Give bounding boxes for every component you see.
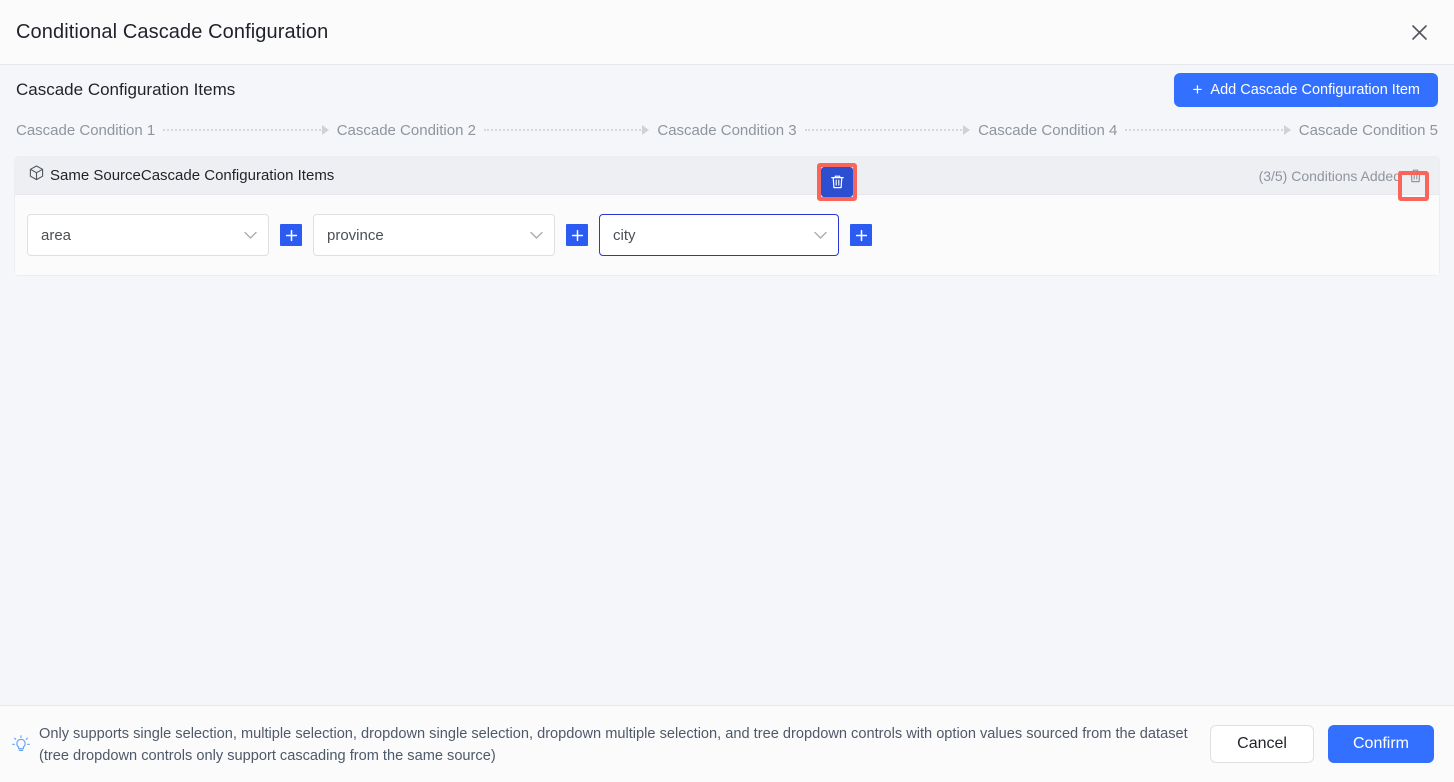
close-icon[interactable] xyxy=(1402,15,1436,49)
step-separator-4 xyxy=(1125,125,1291,135)
step-label-1[interactable]: Cascade Condition 1 xyxy=(16,121,156,139)
add-condition-button-1[interactable] xyxy=(280,224,302,246)
plus-icon xyxy=(855,229,867,241)
card-header-title: Same SourceCascade Configuration Items xyxy=(50,167,335,184)
step-label-2[interactable]: Cascade Condition 2 xyxy=(336,121,476,139)
card-header-right: (3/5) Conditions Added xyxy=(1258,164,1429,201)
plus-icon xyxy=(285,229,297,241)
trash-icon xyxy=(830,175,844,189)
step-dotted-line xyxy=(804,129,963,131)
section-header: Cascade Configuration Items + Add Cascad… xyxy=(14,65,1440,115)
step-separator-1 xyxy=(163,125,329,135)
footer-hint: Only supports single selection, multiple… xyxy=(12,721,1194,767)
add-cascade-configuration-item-button[interactable]: + Add Cascade Configuration Item xyxy=(1174,73,1438,107)
dialog-body: Cascade Configuration Items + Add Cascad… xyxy=(0,65,1454,705)
add-condition-button-2[interactable] xyxy=(566,224,588,246)
step-label-5[interactable]: Cascade Condition 5 xyxy=(1298,121,1439,139)
cascade-configuration-card: Same SourceCascade Configuration Items (… xyxy=(14,156,1440,276)
step-dotted-line xyxy=(1125,129,1283,131)
add-condition-button-3[interactable] xyxy=(850,224,872,246)
footer-buttons: Cancel Confirm xyxy=(1210,725,1434,763)
dialog-footer: Only supports single selection, multiple… xyxy=(0,705,1454,782)
plus-icon: + xyxy=(1192,79,1203,99)
card-body: area province xyxy=(15,163,1439,275)
select-province[interactable]: province xyxy=(313,214,555,256)
step-separator-3 xyxy=(804,125,971,135)
step-dotted-line xyxy=(483,129,642,131)
chevron-down-icon xyxy=(530,227,543,244)
lightbulb-icon xyxy=(12,735,30,760)
plus-icon xyxy=(571,229,583,241)
step-separator-2 xyxy=(483,125,650,135)
chevron-down-icon xyxy=(244,227,257,244)
step-arrow-icon xyxy=(642,125,650,135)
select-area-value: area xyxy=(41,226,72,244)
select-city[interactable]: city xyxy=(599,214,839,256)
select-area[interactable]: area xyxy=(27,214,269,256)
cube-icon xyxy=(29,165,44,186)
floating-delete-wrapper xyxy=(817,163,857,201)
chevron-down-icon xyxy=(814,227,827,244)
card-header-left: Same SourceCascade Configuration Items xyxy=(29,165,334,186)
step-arrow-icon xyxy=(1283,125,1291,135)
add-cascade-configuration-item-label: Add Cascade Configuration Item xyxy=(1210,82,1420,98)
card-delete-trash-icon[interactable] xyxy=(1403,164,1427,188)
delete-condition-button[interactable] xyxy=(821,167,853,197)
conditions-added-count: (3/5) Conditions Added xyxy=(1258,167,1401,184)
step-arrow-icon xyxy=(963,125,971,135)
dialog-titlebar: Conditional Cascade Configuration xyxy=(0,0,1454,65)
section-title: Cascade Configuration Items xyxy=(16,80,236,99)
cascade-condition-steps: Cascade Condition 1 Cascade Condition 2 … xyxy=(14,113,1440,147)
card-header: Same SourceCascade Configuration Items (… xyxy=(15,157,1439,201)
cancel-button[interactable]: Cancel xyxy=(1210,725,1314,763)
confirm-button[interactable]: Confirm xyxy=(1327,725,1434,763)
dialog-title: Conditional Cascade Configuration xyxy=(16,20,329,43)
step-label-3[interactable]: Cascade Condition 3 xyxy=(657,121,797,139)
select-province-value: province xyxy=(327,226,384,244)
footer-hint-text: Only supports single selection, multiple… xyxy=(39,726,1188,764)
step-arrow-icon xyxy=(321,125,329,135)
step-dotted-line xyxy=(163,129,321,131)
select-city-value: city xyxy=(613,226,636,244)
step-label-4[interactable]: Cascade Condition 4 xyxy=(978,121,1118,139)
